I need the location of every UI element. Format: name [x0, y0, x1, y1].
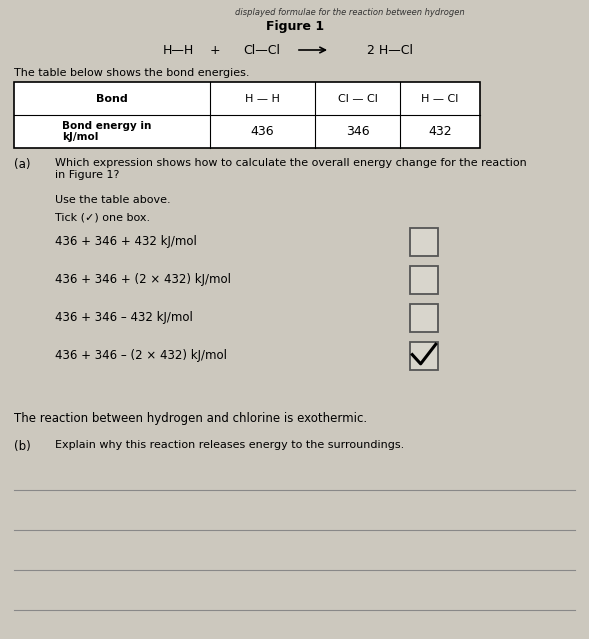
Text: 2 H—Cl: 2 H—Cl	[367, 43, 413, 56]
Text: Bond energy in
kJ/mol: Bond energy in kJ/mol	[62, 121, 152, 142]
Bar	[410, 304, 438, 332]
Bar	[410, 342, 438, 370]
Text: Cl — Cl: Cl — Cl	[337, 93, 378, 104]
Text: 436 + 346 – 432 kJ/mol: 436 + 346 – 432 kJ/mol	[55, 311, 193, 325]
Text: Bond: Bond	[96, 93, 128, 104]
Text: The table below shows the bond energies.: The table below shows the bond energies.	[14, 68, 250, 78]
Bar	[410, 266, 438, 294]
Text: +: +	[210, 43, 220, 56]
Text: Tick (✓) one box.: Tick (✓) one box.	[55, 212, 150, 222]
Text: H — H: H — H	[245, 93, 280, 104]
Text: Figure 1: Figure 1	[266, 20, 324, 33]
Text: Which expression shows how to calculate the overall energy change for the reacti: Which expression shows how to calculate …	[55, 158, 527, 180]
Text: Explain why this reaction releases energy to the surroundings.: Explain why this reaction releases energ…	[55, 440, 404, 450]
Text: 436: 436	[251, 125, 274, 138]
Text: 432: 432	[428, 125, 452, 138]
Text: 436 + 346 + (2 × 432) kJ/mol: 436 + 346 + (2 × 432) kJ/mol	[55, 273, 231, 286]
Text: 436 + 346 – (2 × 432) kJ/mol: 436 + 346 – (2 × 432) kJ/mol	[55, 350, 227, 362]
Bar	[410, 228, 438, 256]
Text: 436 + 346 + 432 kJ/mol: 436 + 346 + 432 kJ/mol	[55, 236, 197, 249]
Text: (b): (b)	[14, 440, 31, 453]
Text: displayed formulae for the reaction between hydrogen: displayed formulae for the reaction betw…	[235, 8, 465, 17]
Text: The reaction between hydrogen and chlorine is exothermic.: The reaction between hydrogen and chlori…	[14, 412, 367, 425]
Text: Cl—Cl: Cl—Cl	[243, 43, 280, 56]
Text: (a): (a)	[14, 158, 31, 171]
Text: H — Cl: H — Cl	[421, 93, 459, 104]
Text: H—H: H—H	[163, 43, 194, 56]
Text: Use the table above.: Use the table above.	[55, 195, 171, 205]
Text: 346: 346	[346, 125, 369, 138]
Bar	[14, 82, 480, 148]
